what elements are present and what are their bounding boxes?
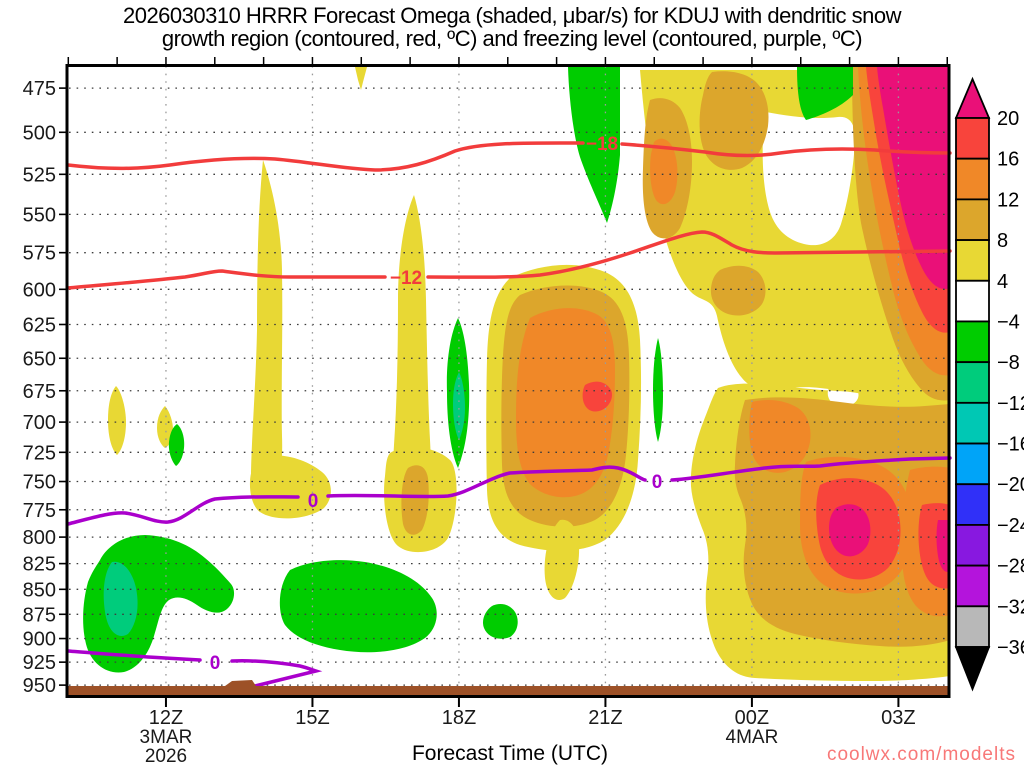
y-tick-label-850: 850 xyxy=(23,579,56,601)
shading-yellow-column-14z-base xyxy=(250,456,331,519)
colorbar: 20 16 12 8 4 −4 −8 −12 −16 −20 −24 −28 −32 −36 xyxy=(956,79,1024,689)
x-date-label: 2026 xyxy=(145,746,187,767)
colorbar-segment-2 xyxy=(956,199,989,240)
x-tick-label-15Z: 15Z xyxy=(295,707,329,729)
y-tick-label-775: 775 xyxy=(23,500,56,522)
y-tick-label-600: 600 xyxy=(23,279,56,301)
contour-minus12C-west xyxy=(68,271,385,288)
colorbar-label-4: 4 xyxy=(997,271,1008,293)
colorbar-label-−36: −36 xyxy=(997,637,1024,659)
colorbar-segment-8 xyxy=(956,444,989,485)
shading-yellow-streak-11z xyxy=(108,386,126,455)
colorbar-segment-10 xyxy=(956,525,989,566)
colorbar-segment-5 xyxy=(956,321,989,362)
y-tick-label-675: 675 xyxy=(23,381,56,403)
colorbar-over-arrow xyxy=(956,79,989,118)
contour-label-2: 0 xyxy=(308,491,319,512)
x-date-label: 3MAR xyxy=(140,727,193,748)
ground-bump xyxy=(225,680,256,686)
x-tick-label-00Z: 00Z xyxy=(735,707,769,729)
colorbar-label-−24: −24 xyxy=(997,515,1024,537)
colorbar-label-20: 20 xyxy=(997,108,1019,130)
colorbar-segment-6 xyxy=(956,362,989,403)
colorbar-label-8: 8 xyxy=(997,230,1008,252)
colorbar-segment-11 xyxy=(956,566,989,607)
colorbar-under-arrow xyxy=(956,647,989,689)
x-tick-label-21Z: 21Z xyxy=(588,707,622,729)
colorbar-segment-4 xyxy=(956,281,989,322)
x-tick-label-12Z: 12Z xyxy=(149,707,183,729)
x-tick-label-18Z: 18Z xyxy=(442,707,476,729)
y-tick-label-950: 950 xyxy=(23,675,56,697)
x-axis-title: Forecast Time (UTC) xyxy=(300,742,720,766)
colorbar-segment-3 xyxy=(956,240,989,281)
y-tick-label-550: 550 xyxy=(23,204,56,226)
colorbar-segment-9 xyxy=(956,484,989,525)
colorbar-segment-1 xyxy=(956,159,989,200)
y-tick-label-475: 475 xyxy=(23,78,56,100)
y-tick-label-575: 575 xyxy=(23,243,56,265)
y-tick-label-875: 875 xyxy=(23,604,56,626)
x-tick-label-03Z: 03Z xyxy=(881,707,915,729)
colorbar-label-−8: −8 xyxy=(997,352,1020,374)
contour-minus18C-west xyxy=(68,143,583,170)
y-tick-label-725: 725 xyxy=(23,442,56,464)
shading-green-sliver-22z xyxy=(653,338,663,442)
colorbar-segment-0 xyxy=(956,118,989,159)
omega-cross-section-chart: 2026030310 HRRR Forecast Omega (shaded, … xyxy=(0,0,1024,768)
colorbar-label-12: 12 xyxy=(997,189,1019,211)
y-tick-label-525: 525 xyxy=(23,164,56,186)
shading-magenta-core-02z xyxy=(829,504,870,556)
y-tick-label-700: 700 xyxy=(23,412,56,434)
colorbar-label-16: 16 xyxy=(997,149,1019,171)
colorbar-label-−20: −20 xyxy=(997,474,1024,496)
contour-label-3: 0 xyxy=(652,472,663,493)
colorbar-label-−4: −4 xyxy=(997,311,1020,333)
plot-svg: 475 500 525 550 575 600 625 650 675 700 725 750 775 8… xyxy=(0,0,1024,768)
y-tick-label-825: 825 xyxy=(23,554,56,576)
y-tick-label-900: 900 xyxy=(23,629,56,651)
colorbar-label-−12: −12 xyxy=(997,393,1024,415)
shading-green-pocket-19z-low xyxy=(483,604,518,639)
shading-yellow-top-wedge xyxy=(355,67,367,90)
y-tick-label-650: 650 xyxy=(23,348,56,370)
y-tick-label-625: 625 xyxy=(23,314,56,336)
shading-yellow-column-14z xyxy=(251,160,282,506)
contour-label-0: −18 xyxy=(586,134,618,155)
colorbar-segment-7 xyxy=(956,403,989,444)
watermark-link[interactable]: coolwx.com/modelts xyxy=(770,744,1016,766)
contour-label-1: −12 xyxy=(390,268,422,289)
contour-label-4: 0 xyxy=(210,653,221,674)
y-tick-label-750: 750 xyxy=(23,472,56,494)
colorbar-label-−32: −32 xyxy=(997,596,1024,618)
y-tick-label-925: 925 xyxy=(23,652,56,674)
colorbar-label-−28: −28 xyxy=(997,556,1024,578)
colorbar-segment-12 xyxy=(956,606,989,647)
colorbar-label-−16: −16 xyxy=(997,434,1024,456)
shading-amber-patch-00z xyxy=(711,266,766,316)
y-tick-label-500: 500 xyxy=(23,122,56,144)
y-tick-label-800: 800 xyxy=(23,527,56,549)
